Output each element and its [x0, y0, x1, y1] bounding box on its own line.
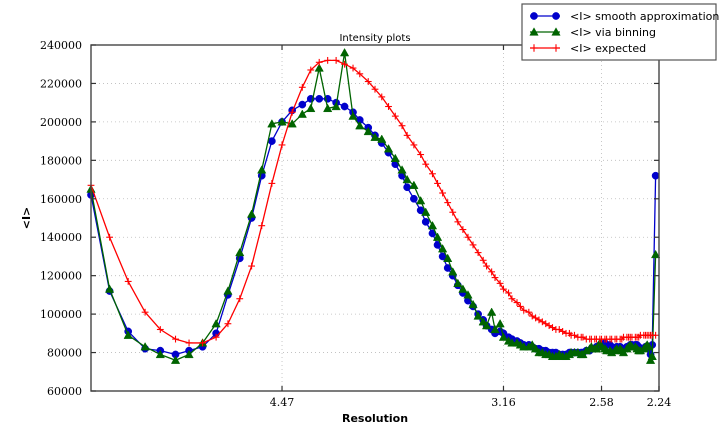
y-tick-label: 100000 [40, 308, 82, 321]
y-axis-title: <I> [20, 207, 33, 230]
legend-label: <I> expected [570, 42, 646, 55]
axis-ticks: 60000 80000 100000 120000 140000 160000 180000… [40, 39, 671, 409]
legend-label: <I> via binning [570, 26, 656, 39]
chart-legend[interactable]: <I> smooth approximation <I> via binning <… [521, 3, 719, 61]
legend-item-3[interactable]: <I> expected [530, 42, 646, 55]
x-tick-label: 2.24 [647, 396, 672, 409]
y-tick-label: 240000 [40, 39, 82, 52]
y-tick-label: 80000 [47, 347, 82, 360]
y-tick-label: 120000 [40, 270, 82, 283]
y-tick-label: 180000 [40, 154, 82, 167]
y-tick-label: 140000 [40, 231, 82, 244]
y-tick-label: 200000 [40, 116, 82, 129]
y-tick-label: 60000 [47, 385, 82, 398]
x-tick-label: 2.58 [589, 396, 614, 409]
legend-item-1[interactable]: <I> smooth approximation [530, 10, 719, 23]
chart-title: Intensity plots [339, 33, 410, 44]
data-series-layer [86, 47, 661, 364]
x-axis-title: Resolution [342, 412, 408, 425]
y-tick-label: 160000 [40, 193, 82, 206]
y-tick-label: 220000 [40, 77, 82, 90]
series-2 [86, 47, 661, 364]
x-tick-label: 3.16 [491, 396, 516, 409]
legend-item-2[interactable]: <I> via binning [529, 26, 656, 39]
legend-label: <I> smooth approximation [570, 10, 719, 23]
series-3 [87, 56, 660, 347]
axes-frame [90, 44, 660, 392]
x-tick-label: 4.47 [270, 396, 295, 409]
